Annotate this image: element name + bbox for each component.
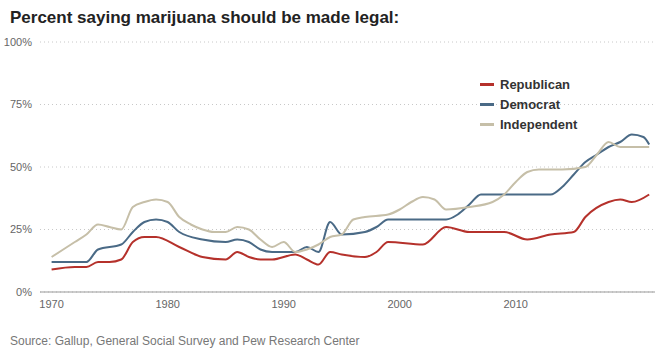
html-text:Independent: Independent (500, 116, 578, 132)
svg-text:50%: 50% (10, 161, 32, 173)
html-text:Republican: Republican (500, 76, 571, 92)
svg-text:1980: 1980 (155, 298, 179, 310)
svg-text:1990: 1990 (271, 298, 295, 310)
svg-text:1970: 1970 (39, 298, 63, 310)
svg-text:25%: 25% (10, 223, 32, 235)
svg-text:75%: 75% (10, 98, 32, 110)
html-text:Source: Gallup, General Social: Source: Gallup, General Social Survey an… (10, 334, 360, 348)
svg-text:0%: 0% (16, 286, 32, 298)
svg-text:2000: 2000 (387, 298, 411, 310)
svg-text:2010: 2010 (504, 298, 528, 310)
html-text:Percent saying marijuana shoul: Percent saying marijuana should be made … (10, 8, 400, 27)
html-text:Democrat: Democrat (500, 96, 560, 112)
svg-text:100%: 100% (8, 36, 32, 48)
